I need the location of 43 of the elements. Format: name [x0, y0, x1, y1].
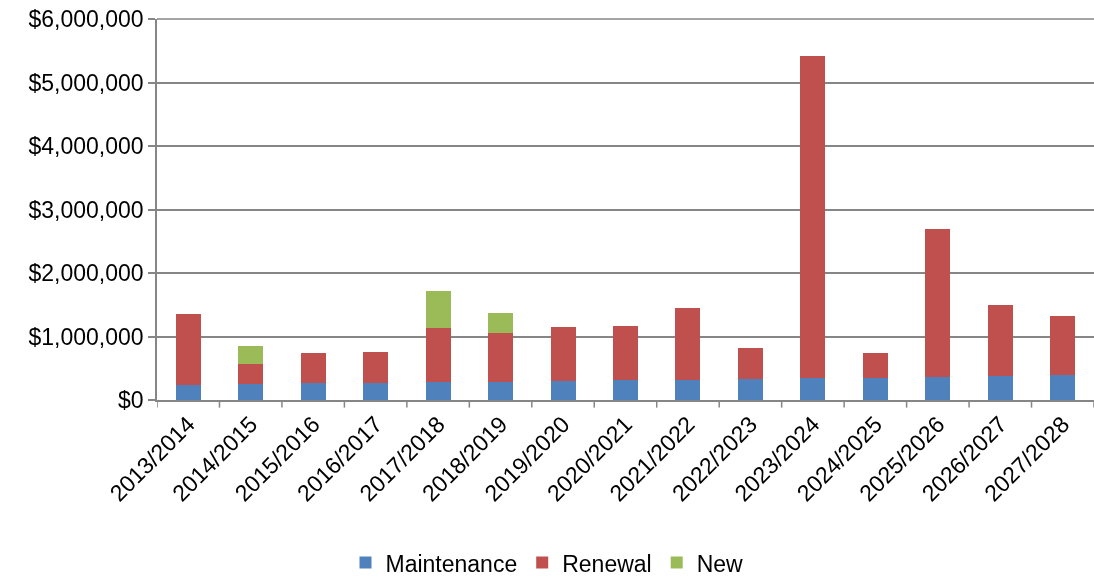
bar	[737, 379, 763, 400]
bar	[488, 313, 514, 333]
bar	[238, 364, 264, 385]
bar	[238, 384, 264, 400]
y-tick-label: $3,000,000	[28, 196, 144, 223]
bar	[300, 353, 326, 384]
y-tick-label: $1,000,000	[28, 323, 144, 350]
bar	[800, 378, 826, 400]
bar	[862, 353, 888, 378]
bar	[800, 55, 826, 379]
bar	[425, 327, 451, 383]
bar	[488, 332, 514, 382]
bar	[737, 347, 763, 380]
bar	[550, 380, 576, 400]
bar	[925, 376, 951, 400]
bar	[175, 384, 201, 400]
bar	[862, 377, 888, 400]
y-tick-label: $2,000,000	[28, 260, 144, 287]
legend-label: Maintenance	[385, 550, 518, 577]
bar	[1050, 375, 1076, 400]
bar	[1050, 315, 1076, 376]
bar	[238, 346, 264, 365]
y-tick-label: $0	[118, 387, 144, 414]
y-tick-label: $6,000,000	[28, 6, 144, 33]
legend-label: Renewal	[562, 550, 652, 577]
bar	[363, 382, 389, 400]
bar	[488, 381, 514, 400]
legend-label: New	[696, 550, 744, 577]
bar	[613, 380, 638, 400]
bar	[300, 383, 326, 400]
bar	[613, 325, 638, 381]
y-tick-label: $5,000,000	[28, 69, 144, 96]
bar	[425, 291, 451, 328]
bar	[987, 375, 1013, 400]
bar	[675, 307, 701, 380]
bar	[363, 352, 389, 383]
bar	[175, 313, 201, 385]
bar	[987, 305, 1013, 376]
y-tick-label: $4,000,000	[28, 133, 144, 160]
bar	[550, 326, 576, 381]
bar	[675, 379, 701, 400]
bar	[925, 229, 951, 377]
bar	[425, 382, 451, 400]
